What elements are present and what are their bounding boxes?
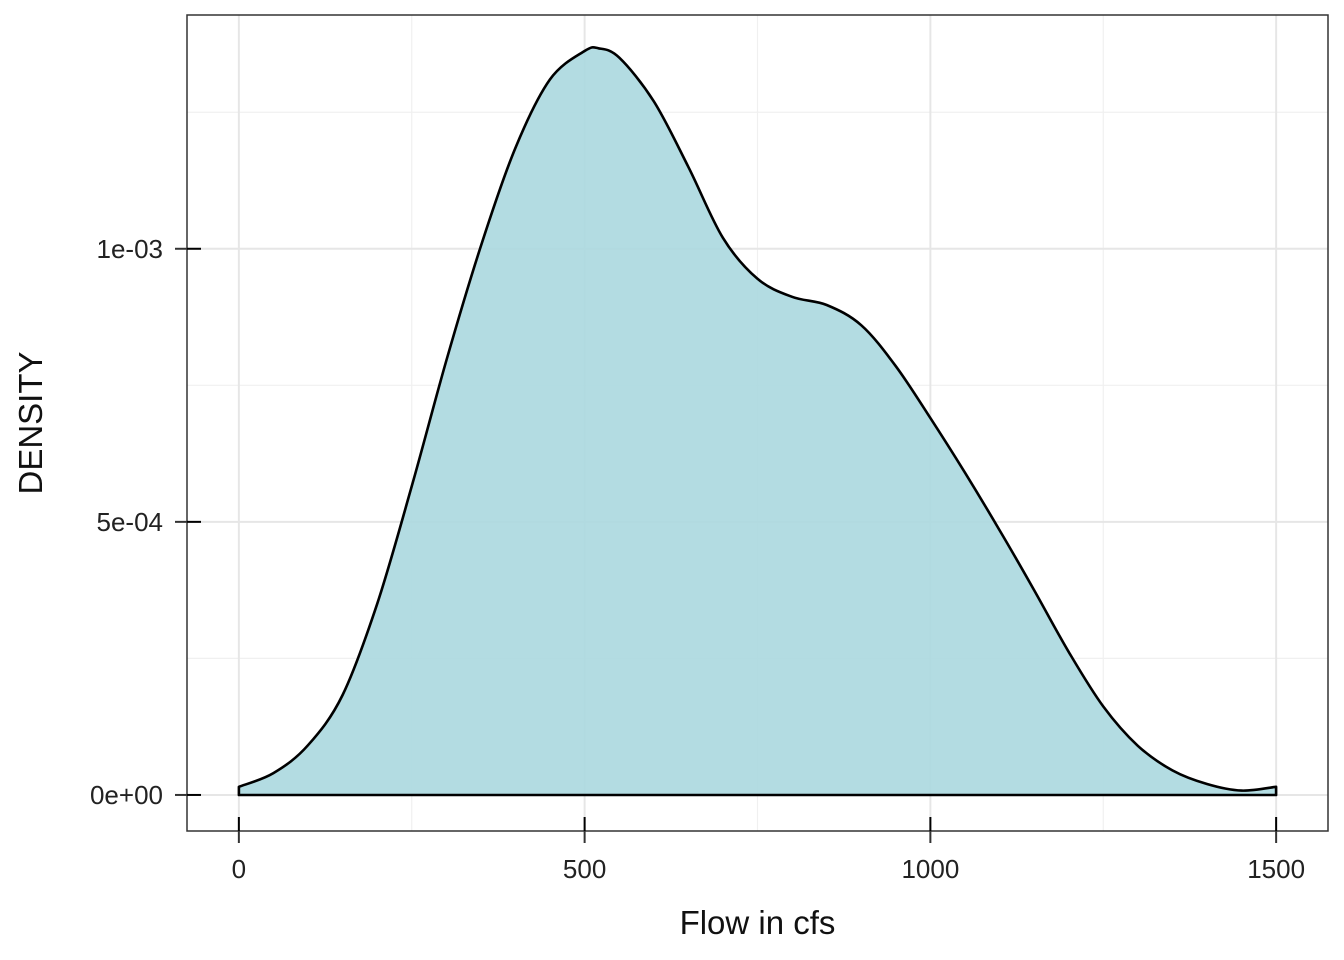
y-tick-label: 0e+00 <box>90 780 163 810</box>
x-axis: 0 500 1000 1500 <box>232 817 1305 884</box>
x-tick-label: 1500 <box>1247 854 1305 884</box>
y-axis-title: DENSITY <box>12 351 49 494</box>
density-series <box>237 46 1278 797</box>
plot-panel-border <box>186 14 1329 832</box>
x-tick-label: 1000 <box>901 854 959 884</box>
x-tick-label: 500 <box>563 854 606 884</box>
y-axis: 0e+00 5e-04 1e-03 <box>90 234 201 810</box>
density-area <box>237 46 1278 797</box>
y-tick-label: 1e-03 <box>97 234 164 264</box>
x-tick-label: 0 <box>232 854 246 884</box>
x-axis-title: Flow in cfs <box>680 904 836 941</box>
y-tick-label: 5e-04 <box>97 507 164 537</box>
